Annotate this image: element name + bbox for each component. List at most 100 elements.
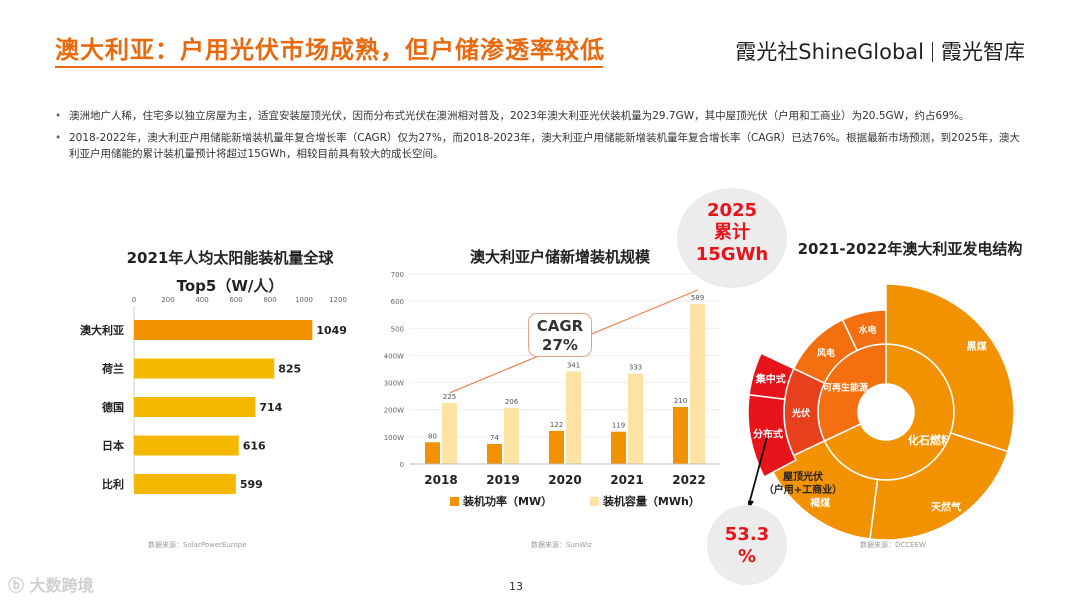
cagr-label: CAGR <box>536 317 584 335</box>
bullet-item: 澳洲地广人稀，住宅多以独立房屋为主，适宜安装屋顶光伏，因而分布式光伏在澳洲相对普… <box>55 108 1020 124</box>
share-bubble: 53.3 % <box>707 505 787 585</box>
forecast-label: 累计 <box>714 222 750 243</box>
chart2-category-label: 2022 <box>672 473 705 487</box>
brand-separator <box>932 42 933 62</box>
chart2-value-label-power: 210 <box>674 397 687 405</box>
chart2-bar-capacity <box>442 402 457 464</box>
chart2-bar-power <box>425 442 440 464</box>
chart2-value-label-capacity: 589 <box>691 294 704 302</box>
chart1-tick-label: 1000 <box>295 296 313 304</box>
sunburst-outer-segment-label: 分布式 <box>753 428 783 441</box>
chart1-tick-label: 200 <box>161 296 174 304</box>
chart1-value-label: 714 <box>259 401 282 414</box>
forecast-bubble: 2025 累计 15GWh <box>677 188 787 288</box>
sunburst-outer-segment <box>885 283 1015 453</box>
chart1-category-label: 德国 <box>101 400 124 414</box>
chart2-category-label: 2020 <box>548 473 581 487</box>
chart2-bar-power <box>549 430 564 464</box>
chart2-legend: 装机功率（MW） 装机容量（MWh） <box>450 493 700 509</box>
forecast-value: 15GWh <box>695 244 769 265</box>
bullet-list: 澳洲地广人稀，住宅多以独立房屋为主，适宜安装屋顶光伏，因而分布式光伏在澳洲相对普… <box>55 108 1020 168</box>
chart1-category-label: 荷兰 <box>101 362 124 376</box>
chart1-tick-label: 0 <box>132 296 136 304</box>
chart2-category-label: 2019 <box>486 473 519 487</box>
chart3-source: 数据来源：DCCEEW <box>860 541 926 549</box>
cagr-callout: CAGR 27% <box>528 313 592 357</box>
chart2-ytick-label: 600 <box>391 298 404 306</box>
sunburst-outer-segment <box>869 432 1009 541</box>
chart1-title-line2: Top5（W/人） <box>176 277 284 295</box>
legend-item-power: 装机功率（MW） <box>450 495 552 508</box>
sunburst-inner-fossil-label: 化石燃料 <box>908 433 952 447</box>
chart3-title: 2021-2022年澳大利亚发电结构 <box>797 240 1023 258</box>
brand-zhiku: 霞光智库 <box>941 40 1025 64</box>
forecast-year: 2025 <box>706 200 758 221</box>
chart1-source: 数据来源：SolarPowerEurope <box>148 541 247 549</box>
chart2-ytick-label: 100W <box>384 434 404 442</box>
chart2-category-label: 2021 <box>610 473 643 487</box>
chart2-ytick-label: 700 <box>391 271 404 279</box>
sunburst-arrow-line <box>748 437 768 509</box>
sunburst-outer-segment-label: 天然气 <box>931 501 961 514</box>
title-underline <box>55 66 603 68</box>
chart2-value-label-capacity: 225 <box>443 393 456 401</box>
chart2-bar-power <box>487 443 502 464</box>
chart2-bar-power <box>611 431 626 464</box>
brand-shineglobal: 霞光社ShineGlobal <box>735 40 924 64</box>
chart1-category-label: 日本 <box>102 439 124 453</box>
brand-logo: 霞光社ShineGlobal 霞光智库 <box>735 36 1025 66</box>
chart2-source: 数据来源：SunWiz <box>531 541 592 549</box>
chart2-bar-capacity <box>504 408 519 464</box>
sunburst-outer-segment-label: 集中式 <box>755 373 786 386</box>
chart1-bar <box>134 474 236 494</box>
chart1-tick-label: 800 <box>263 296 276 304</box>
share-unit: % <box>737 546 757 567</box>
chart1-tick-label: 600 <box>229 296 242 304</box>
chart2-value-label-capacity: 341 <box>567 361 580 369</box>
sunburst-middle-segment-label: 水电 <box>858 324 876 336</box>
chart2-ytick-label: 400W <box>384 352 404 360</box>
chart2-ytick-label: 300W <box>384 380 404 388</box>
chart1-tick-label: 1200 <box>329 296 347 304</box>
chart2-value-label-power: 74 <box>490 434 499 442</box>
cagr-value: 27% <box>542 336 578 354</box>
chart1-bar <box>134 397 256 417</box>
chart2-ytick-label: 0 <box>400 461 404 469</box>
sunburst-inner-renewable-label: 可再生能源 <box>823 381 868 393</box>
chart1-category-label: 比利 <box>102 477 124 491</box>
chart2-grouped-bar: 0 100W 200W 300W 400W 500 600 700 80 225 2018 74 206… <box>384 271 720 487</box>
chart2-ytick-label: 500 <box>391 325 404 333</box>
legend-item-capacity: 装机容量（MWh） <box>589 495 700 508</box>
share-value: 53.3 <box>724 524 770 545</box>
sunburst-outer-segment-label: 褐煤 <box>809 497 830 510</box>
chart2-title: 澳大利亚户储新增装机规模 <box>469 248 650 266</box>
rooftop-annotation: 屋顶光伏 （户用+工商业） <box>763 472 843 496</box>
sunburst-middle-segment-label: 光伏 <box>791 407 810 419</box>
watermark-icon: ⓑ <box>8 576 30 595</box>
chart2-value-label-power: 122 <box>550 421 563 429</box>
chart1-tick-label: 400 <box>195 296 208 304</box>
chart1-bar <box>134 435 239 456</box>
sunburst-outer-segment-label: 黑煤 <box>967 340 987 353</box>
chart2-value-label-power: 80 <box>428 432 437 440</box>
chart1-category-label: 澳大利亚 <box>80 323 124 337</box>
sunburst-outer-segment <box>748 352 795 401</box>
chart2-category-label: 2018 <box>424 473 457 487</box>
chart2-bar-capacity <box>628 373 643 464</box>
chart1-title-line1: 2021年人均太阳能装机量全球 <box>126 249 334 267</box>
page-title: 澳大利亚：户用光伏市场成熟，但户储渗透率较低 <box>55 36 605 64</box>
chart1-value-label: 599 <box>240 478 263 491</box>
chart1-value-label: 1049 <box>316 324 347 337</box>
chart2-value-label-power: 119 <box>612 422 625 430</box>
chart1-bar <box>134 320 313 340</box>
chart2-bar-capacity <box>690 304 705 464</box>
legend-swatch-power <box>450 497 459 506</box>
chart2-bar-capacity <box>566 371 581 464</box>
chart1-value-label: 616 <box>243 440 266 453</box>
sunburst-middle-segment-label: 风电 <box>817 347 835 359</box>
watermark: ⓑ 大数跨境 <box>8 576 94 595</box>
bullet-item: 2018-2022年，澳大利亚户用储能新增装机量年复合增长率（CAGR）仅为27… <box>55 130 1020 162</box>
chart1-horizontal-bar: 0 200 400 600 800 1000 1200 澳大利亚 1049 荷兰 825 德国 714 日… <box>80 296 347 494</box>
chart1-bar <box>134 358 275 379</box>
